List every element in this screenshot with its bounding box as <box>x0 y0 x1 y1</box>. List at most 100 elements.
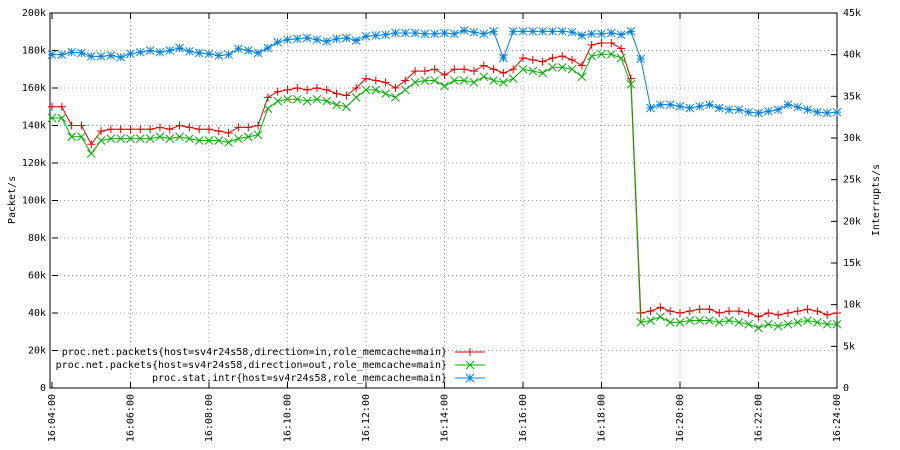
data-point <box>342 102 351 112</box>
data-point <box>656 100 665 110</box>
x-tick-label: 16:08:00 <box>204 394 215 442</box>
data-point <box>783 309 792 317</box>
data-point <box>734 307 743 316</box>
data-point <box>606 49 616 59</box>
marker-stroke <box>106 51 116 60</box>
marker-stroke <box>106 134 116 143</box>
marker-stroke <box>675 318 685 327</box>
data-point <box>783 100 793 110</box>
marker-stroke <box>273 96 283 106</box>
marker-stroke <box>626 79 636 89</box>
data-point <box>332 89 341 98</box>
data-point <box>833 309 841 317</box>
data-point <box>774 310 783 319</box>
marker-stroke <box>548 63 557 72</box>
data-point <box>646 103 655 113</box>
data-point <box>440 81 449 91</box>
data-point <box>312 35 322 45</box>
data-point <box>175 43 184 53</box>
data-point <box>715 309 724 317</box>
data-point <box>803 305 812 314</box>
data-point <box>195 125 204 134</box>
data-point <box>763 319 773 329</box>
data-point <box>695 101 704 111</box>
marker-stroke <box>479 72 489 82</box>
data-point <box>351 93 361 102</box>
data-point <box>430 29 440 39</box>
data-point <box>617 44 626 53</box>
marker-stroke <box>577 72 587 82</box>
marker-stroke <box>665 318 675 327</box>
marker-stroke <box>126 134 135 143</box>
data-point <box>567 64 577 74</box>
y-tick-label: 20k <box>28 346 46 357</box>
marker-stroke <box>253 130 263 140</box>
data-point <box>234 134 243 143</box>
y2-tick-label: 0 <box>843 383 849 394</box>
data-point <box>126 125 135 134</box>
marker-stroke <box>47 113 57 123</box>
data-point <box>508 26 518 36</box>
data-point <box>273 96 283 106</box>
data-point <box>371 85 381 95</box>
data-point <box>67 121 76 130</box>
data-point <box>263 43 273 53</box>
data-point <box>832 319 842 329</box>
marker-stroke <box>626 26 636 36</box>
data-point <box>381 78 390 87</box>
marker-stroke <box>243 46 253 55</box>
data-point <box>724 316 734 325</box>
y-tick-label: 40k <box>28 308 46 319</box>
data-point <box>420 76 430 85</box>
marker-stroke <box>332 34 341 44</box>
data-point <box>479 29 489 39</box>
marker-stroke <box>116 52 126 62</box>
marker-stroke <box>361 85 371 95</box>
marker-stroke <box>204 49 214 59</box>
y2-tick-label: 35k <box>843 91 861 102</box>
data-point <box>440 70 449 79</box>
data-point <box>77 48 86 58</box>
data-point <box>489 76 498 85</box>
marker-stroke <box>469 27 479 37</box>
x-tick-label: 16:14:00 <box>440 394 451 442</box>
data-point <box>449 76 459 85</box>
marker-stroke <box>135 47 145 57</box>
marker-stroke <box>342 33 351 43</box>
marker-stroke <box>822 108 832 118</box>
data-point <box>822 108 832 118</box>
data-point <box>185 123 194 132</box>
data-point <box>263 93 272 102</box>
data-point <box>538 57 547 66</box>
marker-stroke <box>724 316 734 325</box>
data-point <box>224 129 233 137</box>
data-point <box>459 76 469 85</box>
data-point <box>519 54 527 62</box>
data-point <box>253 130 263 140</box>
data-point <box>145 46 155 55</box>
data-point <box>57 102 66 111</box>
marker-stroke <box>616 30 626 40</box>
marker-stroke <box>332 100 341 110</box>
marker-stroke <box>597 29 606 39</box>
marker-stroke <box>96 51 106 61</box>
data-point <box>793 307 802 316</box>
x-tick-label: 16:22:00 <box>754 394 765 442</box>
data-point <box>813 318 822 327</box>
data-point <box>440 28 449 38</box>
marker-stroke <box>646 103 655 113</box>
marker-stroke <box>194 48 204 58</box>
marker-stroke <box>420 29 430 39</box>
data-point <box>391 84 400 92</box>
data-point <box>86 149 96 158</box>
marker-stroke <box>302 96 312 106</box>
marker-stroke <box>465 373 475 383</box>
marker-stroke <box>832 107 842 117</box>
marker-stroke <box>636 318 646 327</box>
data-point <box>342 91 351 100</box>
data-point <box>273 87 282 96</box>
y-tick-label: 0 <box>40 383 46 394</box>
marker-stroke <box>705 100 714 110</box>
data-point <box>352 84 361 92</box>
